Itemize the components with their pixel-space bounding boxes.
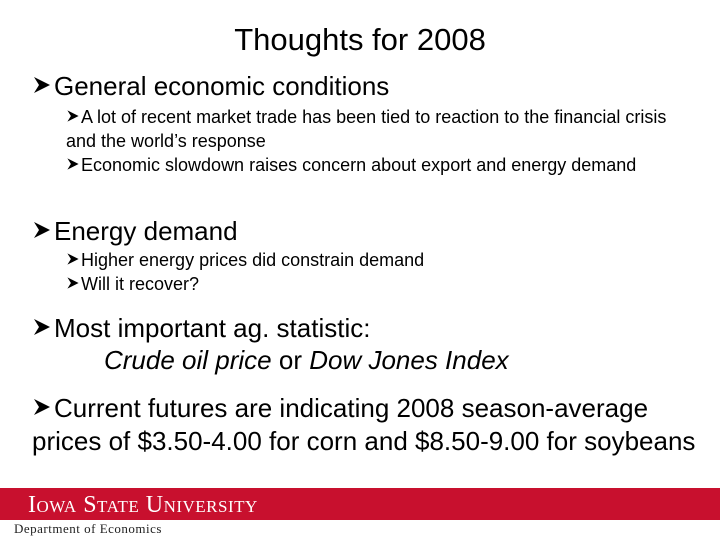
text: or (271, 345, 310, 375)
bullet: General economic conditions (32, 70, 702, 102)
bullet: Current futures are indicating 2008 seas… (32, 392, 702, 458)
sub-bullet: Higher energy prices did constrain deman… (66, 248, 696, 272)
bullet-text: Most important ag. statistic: (54, 313, 371, 343)
bullet-arrow (34, 399, 50, 415)
bullet-arrow (34, 77, 50, 93)
sub-bullet-text: A lot of recent market trade has been ti… (66, 107, 667, 151)
department-name: Department of Economics (14, 521, 162, 536)
bullet-line: Crude oil price or Dow Jones Index (104, 344, 704, 376)
sub-bullet-text: Economic slowdown raises concern about e… (81, 155, 637, 175)
bullet-arrow (67, 253, 79, 265)
bullet: Most important ag. statistic: (32, 312, 702, 344)
sub-bullet-text: Higher energy prices did constrain deman… (81, 250, 425, 270)
footer-band (0, 488, 720, 520)
bullet-text: Energy demand (54, 216, 238, 246)
bullet: Energy demand (32, 215, 702, 247)
sub-bullet: A lot of recent market trade has been ti… (66, 105, 696, 153)
sub-bullet: Economic slowdown raises concern about e… (66, 153, 696, 177)
italic-text: Dow Jones Index (309, 345, 509, 375)
bullet-arrow (34, 319, 50, 335)
bullet-text: Current futures are indicating 2008 seas… (32, 393, 696, 456)
bullet-arrow (67, 110, 79, 122)
sub-bullet: Will it recover? (66, 272, 696, 296)
sub-bullet-text: Will it recover? (81, 274, 200, 294)
slide-title: Thoughts for 2008 (234, 22, 486, 57)
bullet-arrow (67, 277, 79, 289)
university-name: Iowa State University (28, 492, 258, 518)
bullet-text: General economic conditions (54, 71, 390, 101)
bullet-arrow (67, 158, 79, 170)
italic-text: Crude oil price (104, 345, 272, 375)
bullet-arrow (34, 222, 50, 238)
